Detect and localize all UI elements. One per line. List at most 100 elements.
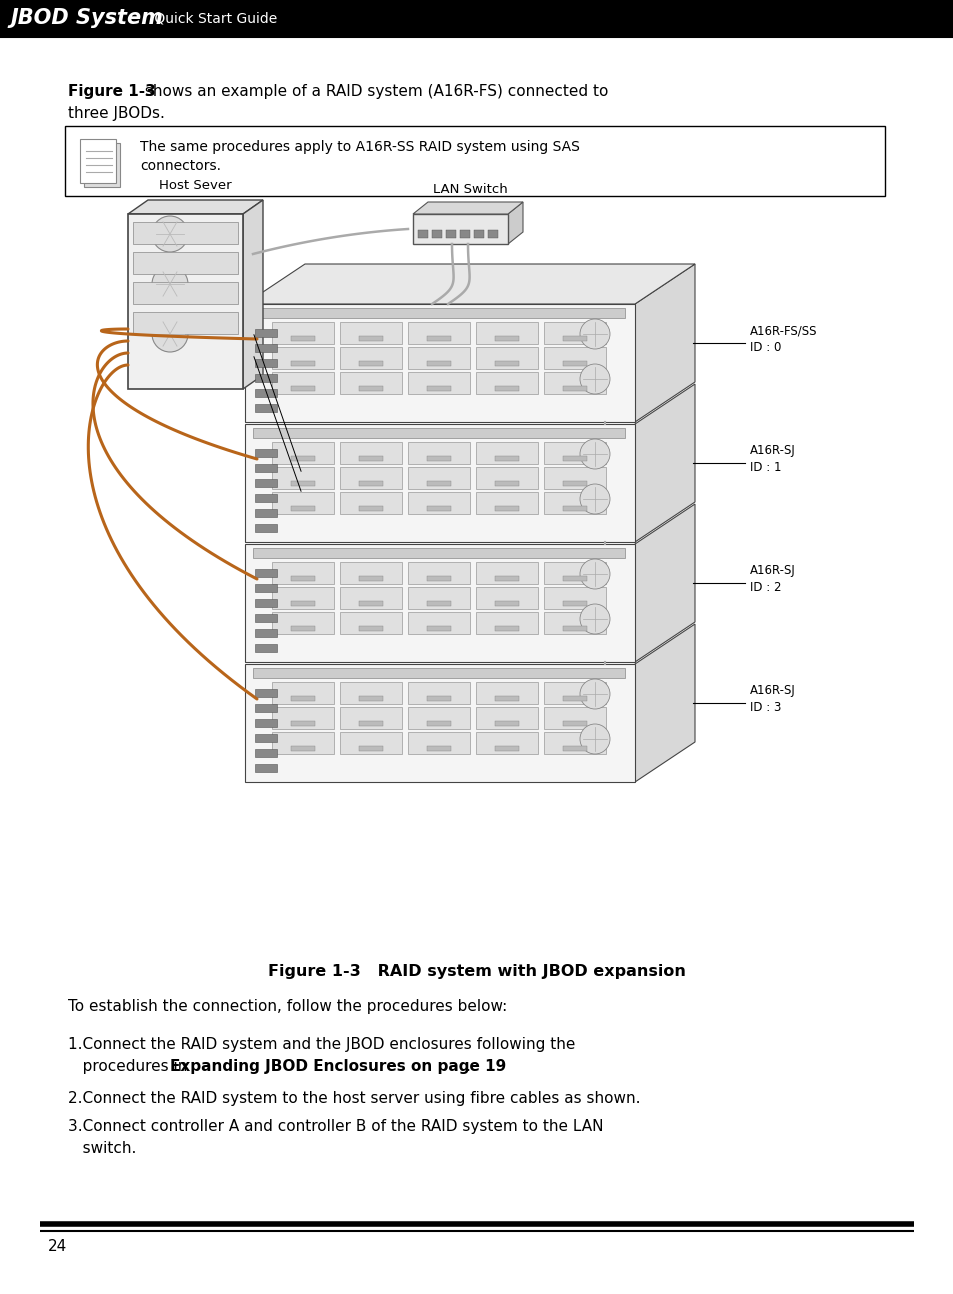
Bar [476,322,537,344]
Polygon shape [635,624,695,782]
Bar [543,467,605,489]
Bar [476,587,537,609]
Bar [426,576,451,581]
Text: switch.: switch. [68,1141,136,1156]
Bar [543,612,605,634]
Bar [272,371,334,393]
Bar [291,336,315,342]
Text: JBOD System: JBOD System [10,8,163,28]
Bar [408,732,470,754]
Text: A16R-SJ
ID : 1: A16R-SJ ID : 1 [749,444,795,474]
Bar [426,455,451,461]
Bar [245,664,635,782]
Bar [132,252,237,274]
Bar [494,481,518,487]
Bar [272,322,334,344]
Bar [254,329,276,336]
Bar [291,600,315,606]
Bar [291,481,315,487]
Bar [408,322,470,344]
Bar [476,347,537,369]
Bar [446,230,456,238]
Bar [272,707,334,729]
Bar [358,506,383,511]
Bar [339,612,401,634]
Bar [339,322,401,344]
Bar [339,682,401,704]
Bar [426,336,451,342]
Bar [562,506,587,511]
Bar [291,455,315,461]
Text: A16R-SJ
ID : 3: A16R-SJ ID : 3 [749,685,795,714]
Bar [254,704,276,712]
Bar [272,732,334,754]
Circle shape [152,316,188,352]
Bar [254,509,276,518]
Bar [543,562,605,584]
Bar [0,0,953,36]
Bar [562,600,587,606]
Bar [253,668,624,678]
Text: connectors.: connectors. [140,159,221,173]
Bar [254,613,276,622]
Bar [339,492,401,514]
Bar [408,682,470,704]
Bar [339,562,401,584]
Bar [494,336,518,342]
Bar [358,576,383,581]
Circle shape [579,439,609,468]
Bar [543,322,605,344]
Circle shape [579,725,609,754]
Text: LAN Switch: LAN Switch [432,182,507,195]
Bar [476,443,537,465]
Bar [426,506,451,511]
Bar [562,455,587,461]
Text: 24: 24 [48,1238,67,1254]
Bar [358,747,383,751]
Bar [476,732,537,754]
Bar [488,230,497,238]
Bar [476,612,537,634]
Bar [272,612,334,634]
Bar [272,492,334,514]
Bar [291,721,315,726]
Bar [254,688,276,697]
Bar [476,562,537,584]
Bar [272,562,334,584]
Bar [254,644,276,652]
Bar [132,312,237,334]
Bar [426,361,451,366]
Bar [426,696,451,701]
Bar [339,371,401,393]
Bar [543,492,605,514]
Bar [339,347,401,369]
Bar [562,481,587,487]
Bar [272,587,334,609]
Text: shows an example of a RAID system (A16R-FS) connected to: shows an example of a RAID system (A16R-… [140,84,608,100]
Bar [543,347,605,369]
Text: 3.Connect controller A and controller B of the RAID system to the LAN: 3.Connect controller A and controller B … [68,1119,603,1134]
Bar [474,230,483,238]
Bar [494,576,518,581]
Bar [339,467,401,489]
Bar [408,707,470,729]
Bar [254,389,276,397]
Bar [358,600,383,606]
Bar [272,347,334,369]
Bar [253,308,624,318]
Bar [291,696,315,701]
Text: 2.Connect the RAID system to the host server using fibre cables as shown.: 2.Connect the RAID system to the host se… [68,1091,639,1106]
Circle shape [152,216,188,252]
Bar [65,126,884,195]
Polygon shape [507,202,522,245]
Bar [408,371,470,393]
Text: three JBODs.: three JBODs. [68,106,165,122]
Text: Figure 1-3: Figure 1-3 [68,84,155,100]
Bar [339,707,401,729]
Bar [408,443,470,465]
Text: Expanding JBOD Enclosures on page 19: Expanding JBOD Enclosures on page 19 [170,1058,506,1074]
Bar [543,371,605,393]
Bar [417,230,428,238]
Bar [494,386,518,391]
Bar [272,467,334,489]
